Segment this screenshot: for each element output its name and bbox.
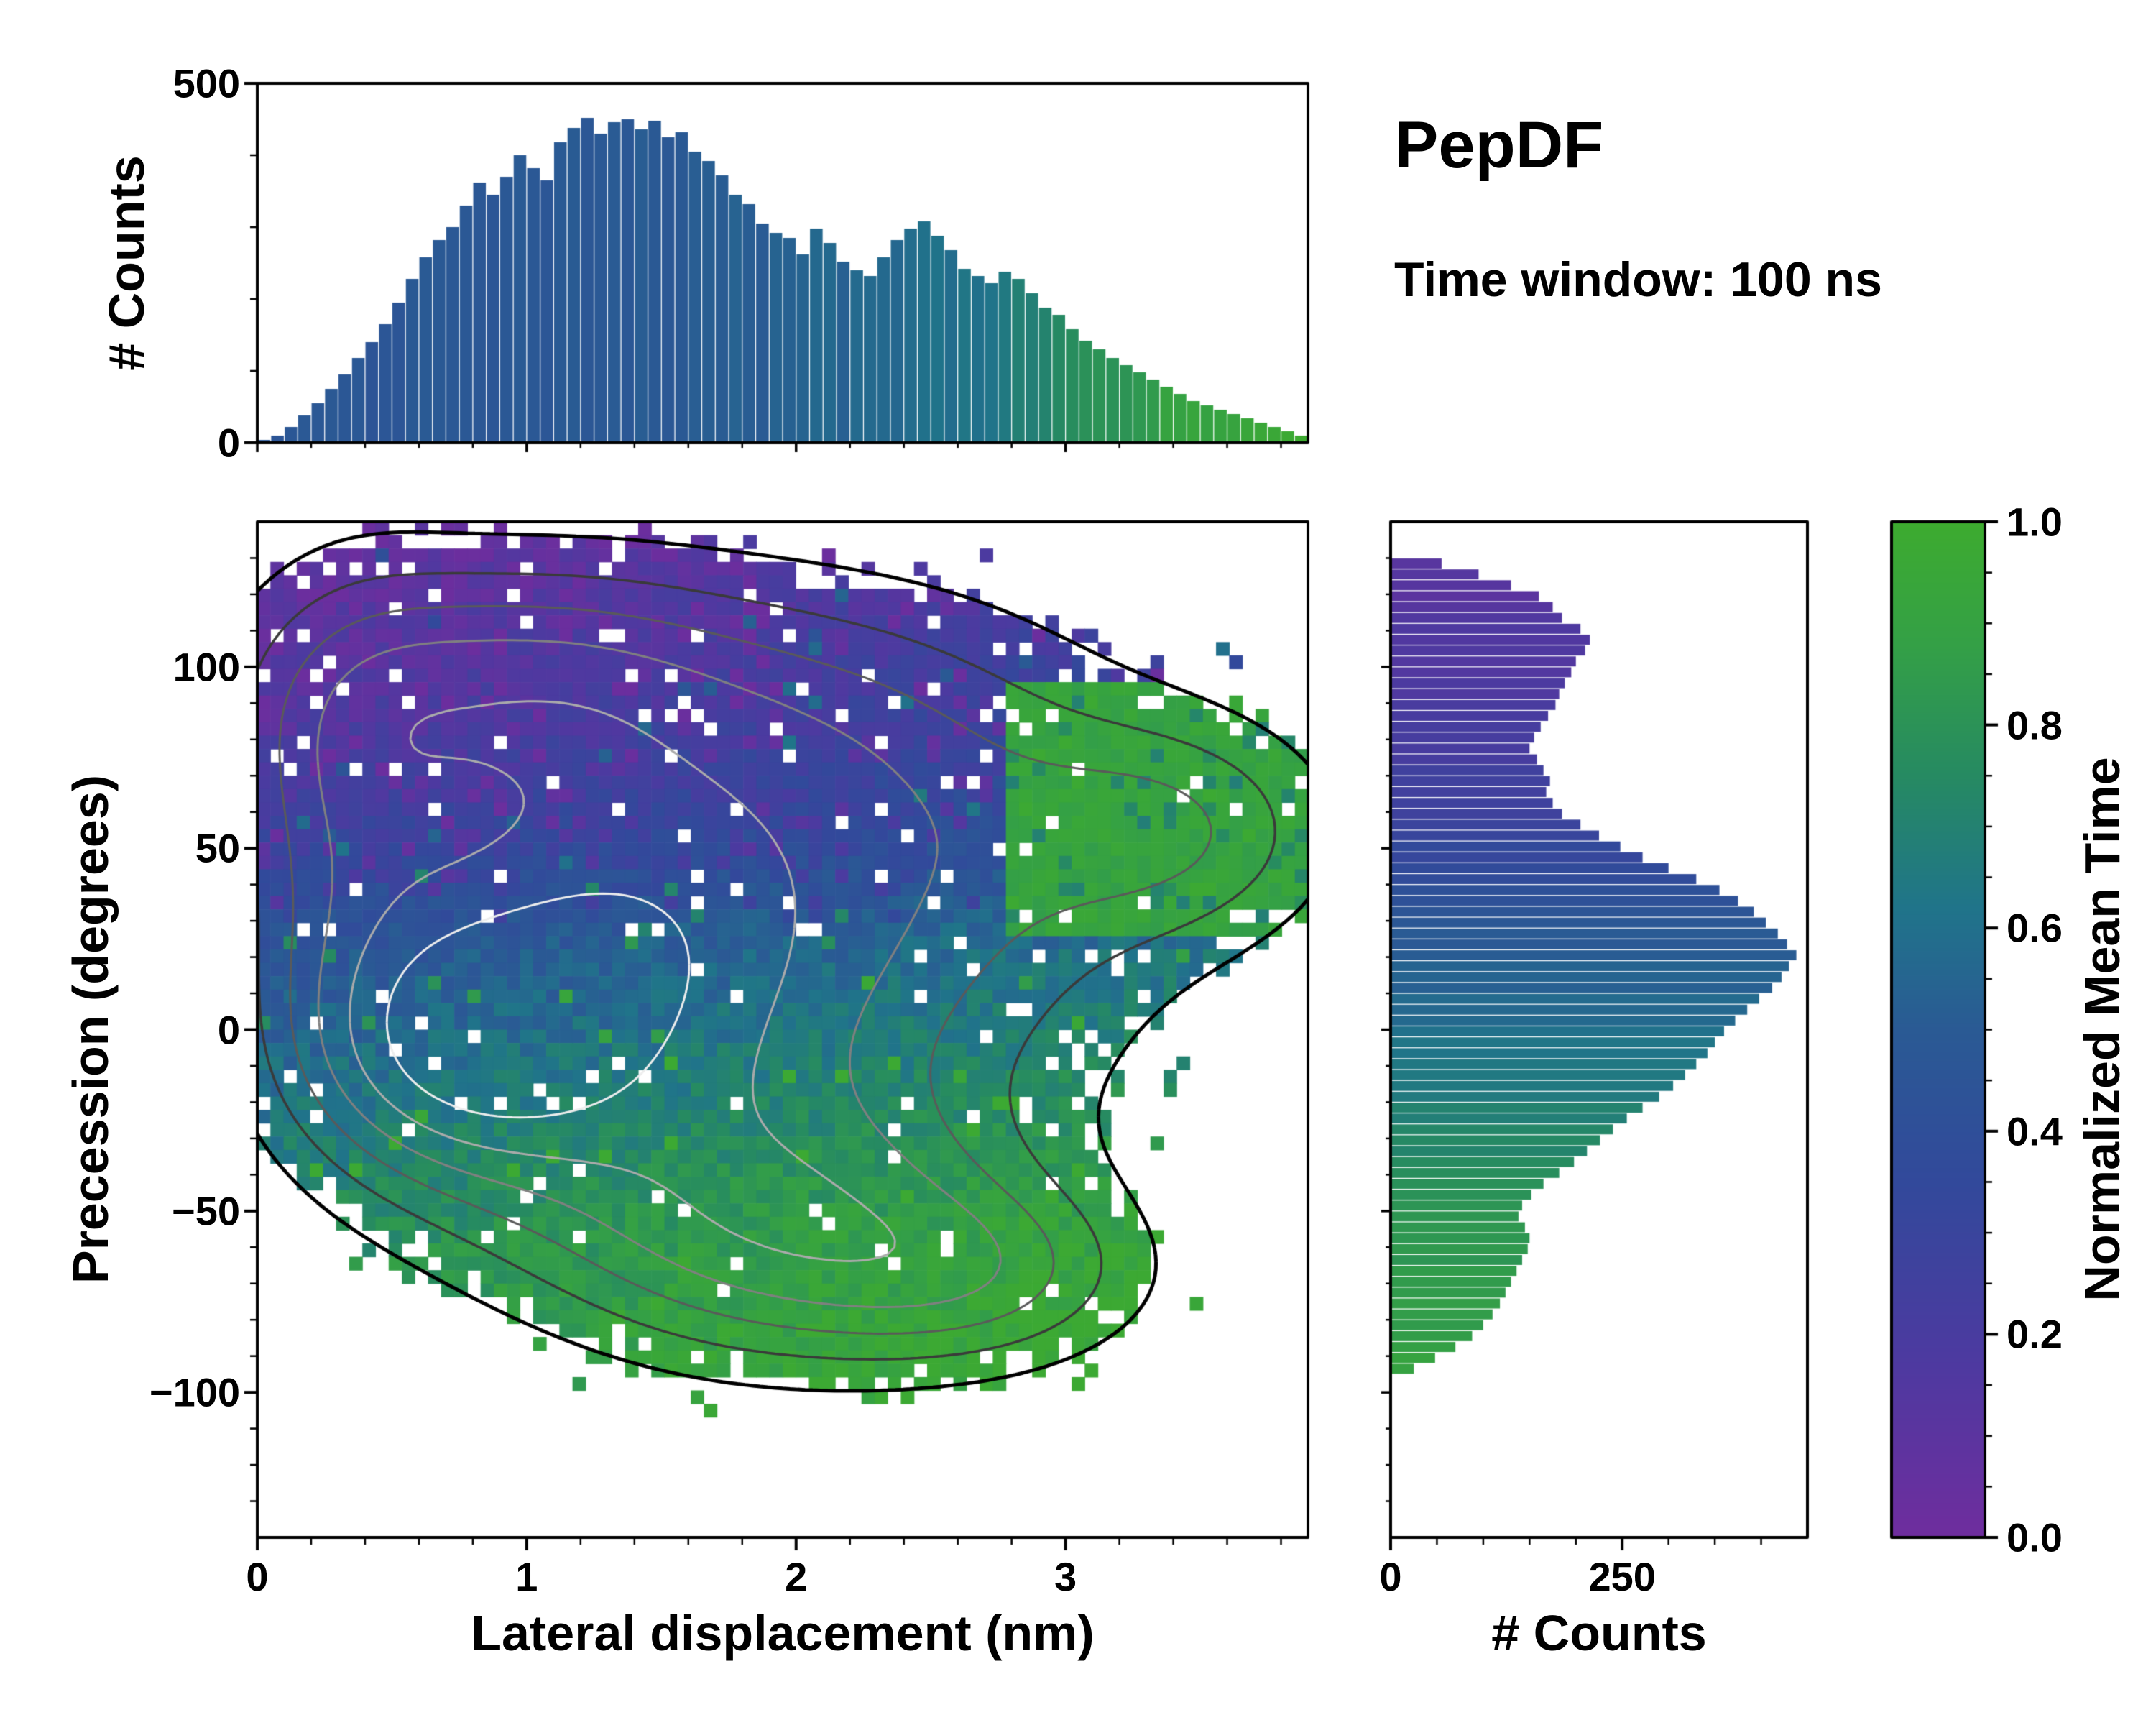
colorbar-tick-label: 0.8 — [2007, 702, 2063, 748]
main-ytick-label: 100 — [172, 644, 240, 690]
right-hist-xlabel: # Counts — [1491, 1605, 1707, 1661]
plot-title: PepDF — [1394, 109, 1604, 182]
top-hist-ylabel: # Counts — [98, 155, 155, 371]
plot-subtitle: Time window: 100 ns — [1394, 252, 1882, 307]
main-xlabel: Lateral displacement (nm) — [471, 1605, 1095, 1661]
main-ytick-label: −100 — [149, 1369, 240, 1415]
main-xtick-label: 1 — [515, 1554, 538, 1599]
top-hist-ytick-label: 0 — [217, 420, 240, 466]
main-xtick-label: 3 — [1054, 1554, 1077, 1599]
colorbar-tick-label: 0.0 — [2007, 1514, 2063, 1560]
colorbar-label: Normalized Mean Time — [2074, 757, 2130, 1302]
colorbar-tick-label: 0.6 — [2007, 905, 2063, 951]
right-hist-xtick-label: 0 — [1379, 1554, 1402, 1599]
top-hist-ytick-label: 500 — [172, 60, 240, 106]
colorbar-tick-label: 1.0 — [2007, 499, 2063, 545]
colorbar-tick-label: 0.2 — [2007, 1311, 2063, 1357]
main-ytick-label: 50 — [195, 825, 240, 871]
main-ytick-label: −50 — [172, 1188, 240, 1234]
main-ylabel: Precession (degrees) — [63, 774, 119, 1284]
main-xtick-label: 2 — [785, 1554, 808, 1599]
main-ytick-label: 0 — [217, 1007, 240, 1052]
colorbar-tick-label: 0.4 — [2007, 1108, 2063, 1154]
right-hist-xtick-label: 250 — [1588, 1554, 1656, 1599]
main-xtick-label: 0 — [246, 1554, 269, 1599]
